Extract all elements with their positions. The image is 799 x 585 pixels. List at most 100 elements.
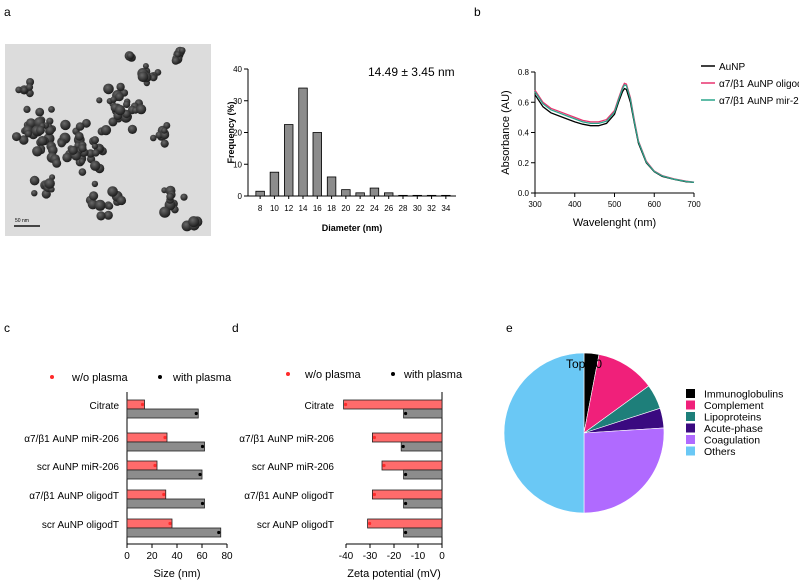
size-bar-with-plasma: [126, 441, 205, 452]
absorbance-x-label: Wavelenght (nm): [573, 217, 656, 229]
zeta-category-label: α7/β1 AuNP oligodT: [244, 491, 334, 502]
size-category-label: scr AuNP oligodT: [42, 520, 119, 531]
size-category-label: α7/β1 AuNP oligodT: [29, 491, 119, 502]
nanoparticle: [29, 175, 40, 186]
size-point-without-plasma: [140, 402, 145, 407]
size-bar-without-plasma: [126, 460, 158, 471]
absorbance-legend-label: α7/β1 AuNP oligodT: [719, 79, 799, 90]
pie-slice: [503, 352, 585, 514]
size-x-tick-label: 0: [124, 551, 130, 562]
histogram-bar: [341, 189, 351, 197]
nanoparticle: [35, 107, 45, 117]
histogram-bar: [441, 194, 451, 197]
zeta-point-with-plasma: [404, 411, 408, 416]
size-category-label: Citrate: [90, 401, 120, 412]
nanoparticle: [103, 210, 113, 220]
nanoparticle: [94, 199, 106, 211]
nanoparticle: [91, 143, 98, 150]
nanoparticle: [91, 180, 99, 188]
panel-label-a: a: [4, 5, 11, 19]
histogram-bar: [384, 192, 394, 197]
size-legend-dot-without: [50, 375, 54, 379]
zeta-bar-without-plasma: [367, 518, 443, 529]
nanoparticle: [68, 145, 78, 155]
zeta-bar-without-plasma: [371, 489, 443, 500]
size-category-label: α7/β1 AuNP miR-206: [24, 434, 119, 445]
histogram-y-tick-label: 30: [233, 97, 242, 106]
pie-legend-label: Immunoglobulins: [704, 389, 783, 401]
nanoparticle: [32, 146, 43, 157]
zeta-bar-without-plasma: [371, 432, 443, 443]
absorbance-y-tick-label: 0.6: [518, 98, 530, 107]
absorbance-x-tick-label: 700: [687, 200, 701, 209]
histogram-bar: [398, 194, 408, 197]
scale-bar-label: 50 nm: [15, 218, 29, 224]
nanoparticle: [159, 206, 171, 218]
zeta-point-with-plasma: [404, 472, 408, 477]
nanoparticle: [161, 127, 168, 134]
zeta-bar-with-plasma: [403, 527, 443, 538]
size-bar-without-plasma: [126, 518, 173, 529]
histogram-bar: [298, 87, 308, 197]
histogram-annotation: 14.49 ± 3.45 nm: [368, 65, 455, 79]
nanoparticle: [45, 125, 55, 135]
histogram-y-tick-label: 40: [233, 65, 242, 74]
nanoparticle: [37, 136, 48, 146]
histogram-x-tick-label: 16: [313, 204, 322, 213]
size-bar-with-plasma: [126, 408, 199, 419]
size-x-label: Size (nm): [153, 568, 200, 580]
nanoparticle: [179, 47, 186, 54]
zeta-x-label: Zeta potential (mV): [347, 568, 441, 580]
absorbance-line: [534, 82, 695, 183]
histogram-x-tick-label: 24: [370, 204, 379, 213]
nanoparticle: [78, 158, 86, 165]
histogram-x-tick-label: 18: [327, 204, 336, 213]
nanoparticle: [163, 122, 171, 129]
zeta-x-tick-label: -30: [363, 551, 378, 562]
nanoparticle: [180, 193, 188, 201]
nanoparticle: [52, 158, 62, 168]
nanoparticle: [44, 178, 55, 189]
zeta-legend-label: w/o plasma: [304, 369, 362, 381]
absorbance-chart: 0.0 0.2 0.4 0.6 0.8 300 400 500 600 700 AuNP α7/β1 …: [500, 62, 799, 229]
nanoparticle: [78, 168, 87, 176]
absorbance-y-tick-label: 0.0: [518, 189, 530, 198]
zeta-category-label: scr AuNP miR-206: [252, 462, 335, 473]
size-bar-with-plasma: [126, 469, 203, 480]
histogram-x-tick-label: 34: [441, 204, 450, 213]
nanoparticle: [160, 139, 169, 148]
pie-legend-swatch: [686, 389, 695, 398]
size-point-with-plasma: [198, 472, 202, 477]
absorbance-x-tick-label: 300: [528, 200, 542, 209]
histogram-x-tick-label: 22: [356, 204, 365, 213]
panel-label-d: d: [232, 321, 239, 335]
nanoparticle: [174, 51, 181, 58]
histogram-bar: [284, 124, 294, 197]
nanoparticle: [150, 74, 157, 82]
zeta-x-tick-label: 0: [439, 551, 445, 562]
histogram-x-tick-label: 8: [258, 204, 263, 213]
nanoparticle: [116, 82, 125, 92]
zeta-point-without-plasma: [344, 402, 348, 407]
absorbance-x-tick-label: 400: [568, 200, 582, 209]
size-bar-without-plasma: [126, 489, 167, 500]
pie-slice: [583, 427, 665, 514]
pie-legend-label: Complement: [704, 400, 764, 412]
absorbance-legend-label: α7/β1 AuNP mir-206: [719, 96, 799, 107]
nanoparticle: [114, 104, 126, 116]
nanoparticle: [110, 96, 117, 103]
absorbance-x-tick-label: 600: [648, 200, 662, 209]
histogram-y-tick-label: 0: [238, 192, 243, 201]
histogram-y-tick-label: 20: [233, 129, 242, 138]
pie-legend-swatch: [686, 446, 695, 456]
size-legend-dot-with: [158, 375, 162, 379]
nanoparticle: [23, 105, 31, 113]
nanoparticle: [115, 92, 124, 102]
histogram-y-label: Frequency (%): [226, 101, 236, 163]
panel-label-c: c: [4, 321, 10, 335]
nanoparticle: [137, 71, 149, 83]
nanoparticle: [127, 124, 137, 134]
zeta-legend-dot-with: [391, 372, 395, 376]
histogram-bar: [355, 192, 365, 197]
nanoparticle: [92, 149, 100, 157]
